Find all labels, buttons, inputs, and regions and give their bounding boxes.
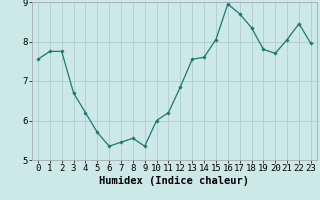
X-axis label: Humidex (Indice chaleur): Humidex (Indice chaleur) xyxy=(100,176,249,186)
